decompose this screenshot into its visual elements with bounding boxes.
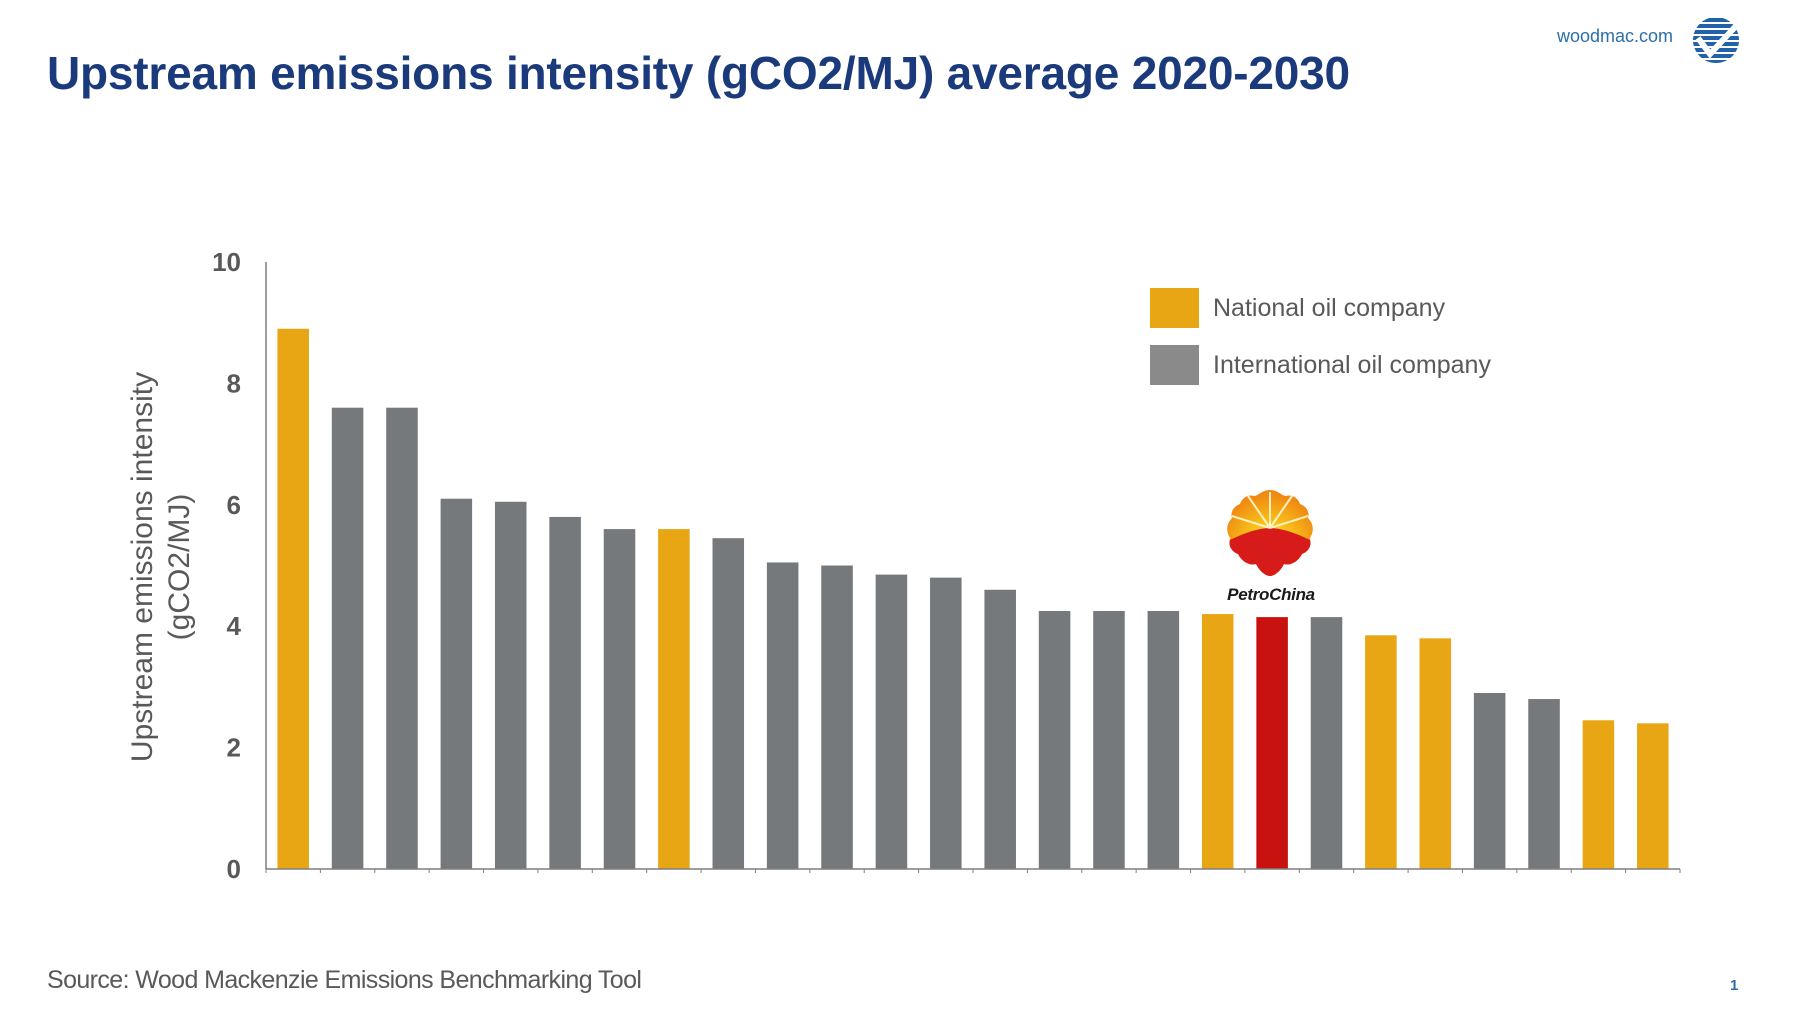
bar-international — [1038, 611, 1071, 869]
bar-international — [984, 589, 1016, 869]
bar-international — [386, 407, 418, 869]
legend: National oil company International oil c… — [1150, 288, 1491, 402]
page-title: Upstream emissions intensity (gCO2/MJ) a… — [47, 47, 1350, 99]
bar-international — [875, 574, 908, 869]
y-tick-label: 0 — [227, 854, 241, 884]
legend-swatch-international — [1150, 345, 1199, 385]
y-tick-labels: 0 2 4 6 8 10 — [212, 247, 241, 884]
bar-international — [494, 501, 527, 869]
page-number: 1 — [1730, 977, 1739, 994]
legend-item-international: International oil company — [1150, 345, 1491, 385]
bar-national — [658, 529, 690, 869]
bar-petrochina — [1256, 617, 1288, 869]
legend-label-international: International oil company — [1213, 350, 1491, 379]
y-axis-title-line1: Upstream emissions intensity — [126, 372, 159, 762]
y-tick-label: 4 — [227, 611, 242, 641]
bar-national — [1365, 635, 1397, 869]
bar-national — [1419, 638, 1452, 869]
bar-international — [331, 407, 364, 869]
bar-international — [1528, 699, 1560, 869]
legend-label-national: National oil company — [1213, 293, 1446, 322]
bar-national — [1201, 614, 1234, 869]
bar-international — [766, 562, 799, 869]
bar-international — [1310, 617, 1343, 869]
x-tick-marks — [265, 869, 1681, 873]
y-tick-label: 8 — [227, 368, 241, 398]
bar-national — [277, 328, 309, 869]
woodmac-link[interactable]: woodmac.com — [1557, 26, 1674, 46]
bars — [277, 328, 1669, 869]
bar-international — [1473, 692, 1506, 869]
bar-international — [821, 565, 853, 869]
y-axis-title-line2: (gCO2/MJ) — [163, 494, 196, 641]
y-axis-title: Upstream emissions intensity (gCO2/MJ) — [126, 372, 196, 762]
source-note: Source: Wood Mackenzie Emissions Benchma… — [47, 966, 642, 994]
petrochina-logo-icon — [1227, 490, 1313, 576]
bar-international — [930, 577, 962, 869]
bar-national — [1582, 720, 1615, 869]
bar-national — [1637, 723, 1669, 869]
y-tick-label: 10 — [212, 247, 241, 277]
y-tick-label: 6 — [227, 490, 241, 520]
bar-international — [603, 529, 636, 869]
bar-international — [1093, 611, 1125, 869]
petrochina-label: PetroChina — [1227, 585, 1315, 604]
y-tick-label: 2 — [227, 733, 241, 763]
bar-international — [712, 538, 745, 869]
bar-international — [440, 498, 473, 869]
bar-international — [549, 516, 581, 869]
legend-swatch-national — [1150, 288, 1199, 328]
legend-item-national: National oil company — [1150, 288, 1491, 328]
bar-international — [1147, 611, 1180, 869]
woodmac-logo-icon — [1693, 17, 1739, 63]
